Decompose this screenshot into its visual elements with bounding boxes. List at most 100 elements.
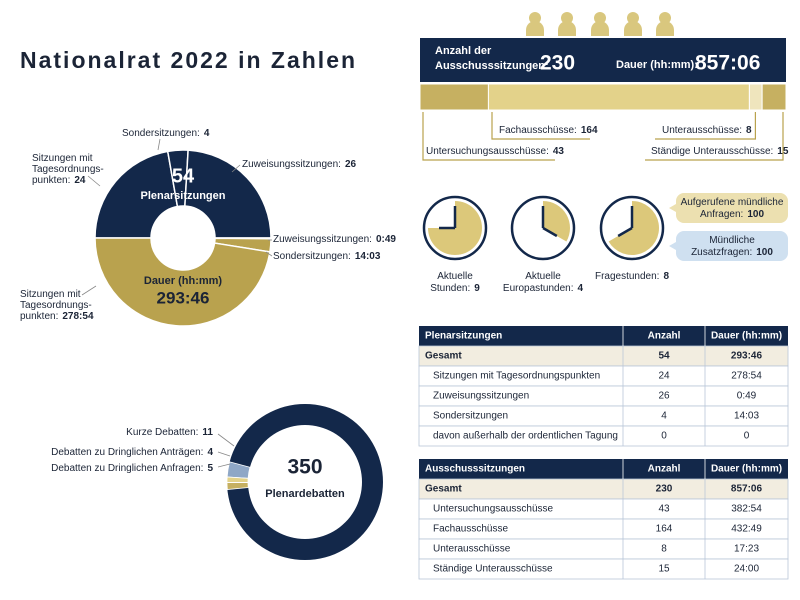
table-cell: 17:23 <box>734 544 759 555</box>
duration-label: Dauer (hh:mm) <box>144 275 223 287</box>
duration-label-text: Sitzungen mit <box>20 289 81 300</box>
committee-segment <box>487 83 750 111</box>
people-icons <box>526 12 674 36</box>
debate-label: Debatten zu Dringlichen Anträgen: 4 <box>51 447 213 458</box>
table-cell: 278:54 <box>731 371 762 382</box>
bubble-tail <box>669 242 676 250</box>
table-cell: Zuweisungssitzungen <box>433 391 529 402</box>
table-cell: 8 <box>661 544 667 555</box>
session-label-text: Sitzungen mit <box>32 153 93 164</box>
clock-label-text: Stunden: <box>430 283 470 294</box>
bracket <box>645 112 784 161</box>
leader-line <box>217 463 231 468</box>
bubble-tail <box>669 204 676 212</box>
column-header: Anzahl <box>648 331 681 342</box>
table-cell: Gesamt <box>425 484 462 495</box>
question-label: Aufgerufene mündliche <box>681 197 784 208</box>
clock-label: Europastunden: 4 <box>503 283 584 294</box>
session-label-text: Sondersitzungen: <box>122 128 200 139</box>
table-cell: 0:49 <box>737 391 757 402</box>
column-header: Dauer (hh:mm) <box>711 331 782 342</box>
committee-count: 230 <box>540 52 575 75</box>
committee-part-label-text: Fachausschüsse: <box>499 125 577 136</box>
column-header: Anzahl <box>648 464 681 475</box>
debate-rest <box>226 404 383 560</box>
clock-label-value: 9 <box>474 283 480 294</box>
clock-label: Aktuelle <box>525 271 561 282</box>
count-label: Plenarsitzungen <box>141 190 226 202</box>
session-label: Sondersitzungen: 4 <box>122 128 210 139</box>
duration-label: Sondersitzungen: 14:03 <box>273 251 381 262</box>
committee-part-label-value: 164 <box>581 125 598 136</box>
table-cell: 293:46 <box>731 351 763 362</box>
table-header <box>419 326 788 346</box>
committee-part-label-text: Unterausschüsse: <box>662 125 742 136</box>
debate-label-value: 11 <box>202 427 213 438</box>
title: Nationalrat 2022 in Zahlen <box>20 47 357 73</box>
committee-part-label: Ständige Unterausschüsse: 15 <box>651 146 789 157</box>
table-cell: 4 <box>661 411 667 422</box>
session-label: Zuweisungssitzungen: 26 <box>242 159 357 170</box>
leader-line <box>157 138 161 151</box>
table-cell: davon außerhalb der ordentlichen Tagung <box>433 431 618 442</box>
committee-part-label-value: 43 <box>553 146 565 157</box>
session-label-text: punkten: <box>32 175 70 186</box>
clock-hand <box>542 226 558 238</box>
table-row <box>418 558 789 580</box>
table-cell: Gesamt <box>425 351 462 362</box>
clock-label-text: Fragestunden: <box>595 271 660 282</box>
duration-segment <box>94 237 271 327</box>
committee-segment <box>748 83 763 111</box>
duration-label: Sitzungen mit <box>20 289 81 300</box>
session-label-value: 24 <box>74 175 86 186</box>
clock-label-text: Aktuelle <box>437 271 473 282</box>
clock-label-value: 4 <box>578 283 584 294</box>
session-label-text: Zuweisungssitzungen: <box>242 159 341 170</box>
committee-duration: 857:06 <box>695 52 760 75</box>
session-label-value: 4 <box>204 128 210 139</box>
clock-label-text: Aktuelle <box>525 271 561 282</box>
clock-label-value: 8 <box>663 271 669 282</box>
clock-label: Aktuelle <box>437 271 473 282</box>
question-label-text: Aufgerufene mündliche <box>681 197 784 208</box>
leader-line <box>217 451 231 457</box>
table-cell: Fachausschüsse <box>433 524 508 535</box>
question-label-value: 100 <box>747 209 764 220</box>
debate-total-label: Plenardebatten <box>265 488 345 500</box>
column-header: Plenarsitzungen <box>425 331 502 342</box>
question-label: Mündliche <box>709 235 755 246</box>
debate-label-text: Debatten zu Dringlichen Anfragen: <box>51 463 203 474</box>
session-label-text: Tagesordnungs- <box>32 164 104 175</box>
committee-part-label: Fachausschüsse: 164 <box>499 125 598 136</box>
bracket <box>491 112 590 140</box>
committee-part-label: Unterausschüsse: 8 <box>662 125 752 136</box>
table-cell: 164 <box>656 524 673 535</box>
duration-label-value: 0:49 <box>376 234 396 245</box>
duration-label: Zuweisungssitzungen: 0:49 <box>273 234 396 245</box>
column-header: Dauer (hh:mm) <box>711 464 782 475</box>
table-cell: 26 <box>658 391 670 402</box>
table-cell: 0 <box>661 431 667 442</box>
clock-label: Fragestunden: 8 <box>595 271 670 282</box>
table-cell: Unterausschüsse <box>433 544 511 555</box>
duration-label-value: 278:54 <box>62 311 94 322</box>
clock-label-text: Europastunden: <box>503 283 574 294</box>
committee-part-label-text: Untersuchungsausschüsse: <box>426 146 549 157</box>
bracket <box>422 112 555 161</box>
question-label-text: Mündliche <box>709 235 755 246</box>
session-label: Tagesordnungs- <box>32 164 104 175</box>
table-cell: Untersuchungsausschüsse <box>433 504 554 515</box>
column-header: Ausschusssitzungen <box>425 464 525 475</box>
table-cell: Sondersitzungen <box>433 411 508 422</box>
debate-total: 350 <box>287 456 322 479</box>
table-cell: 432:49 <box>731 524 762 535</box>
table-cell: Sitzungen mit Tagesordnungspunkten <box>433 371 600 382</box>
duration-label-text: Sondersitzungen: <box>273 251 351 262</box>
table-cell: 43 <box>658 504 670 515</box>
leader-line <box>81 285 97 296</box>
duration-label-text: Zuweisungssitzungen: <box>273 234 372 245</box>
leader-line <box>265 251 273 257</box>
duration-label-text: Tagesordnungs- <box>20 300 92 311</box>
table-cell: 14:03 <box>734 411 759 422</box>
debate-label: Kurze Debatten: 11 <box>126 427 213 438</box>
